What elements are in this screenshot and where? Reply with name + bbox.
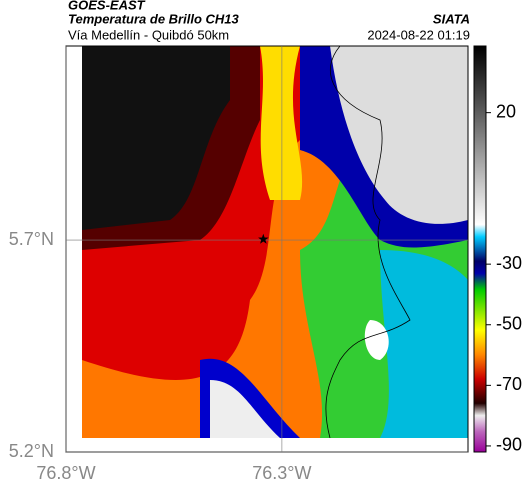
- y-tick-label: 5.2°N: [9, 441, 54, 461]
- colorbar-tick-label: -90: [496, 435, 522, 455]
- y-tick-label: 5.7°N: [9, 229, 54, 249]
- colorbar-tick-label: 20: [496, 101, 516, 121]
- satellite-image: [82, 46, 468, 438]
- source: GOES-EAST: [68, 0, 146, 12]
- colorbar-tick-label: -50: [496, 313, 522, 333]
- title: Temperatura de Brillo CH13: [68, 11, 240, 26]
- colorbar-tick-label: -70: [496, 374, 522, 394]
- datetime: 2024-08-22 01:19: [367, 27, 470, 42]
- x-tick-label: 76.8°W: [36, 463, 95, 483]
- colorbar: [473, 45, 487, 453]
- colorbar-tick-label: -30: [496, 253, 522, 273]
- subtitle: Vía Medellín - Quibdó 50km: [68, 27, 229, 42]
- org: SIATA: [433, 11, 470, 26]
- x-tick-label: 76.3°W: [252, 463, 311, 483]
- location-marker: [258, 233, 269, 244]
